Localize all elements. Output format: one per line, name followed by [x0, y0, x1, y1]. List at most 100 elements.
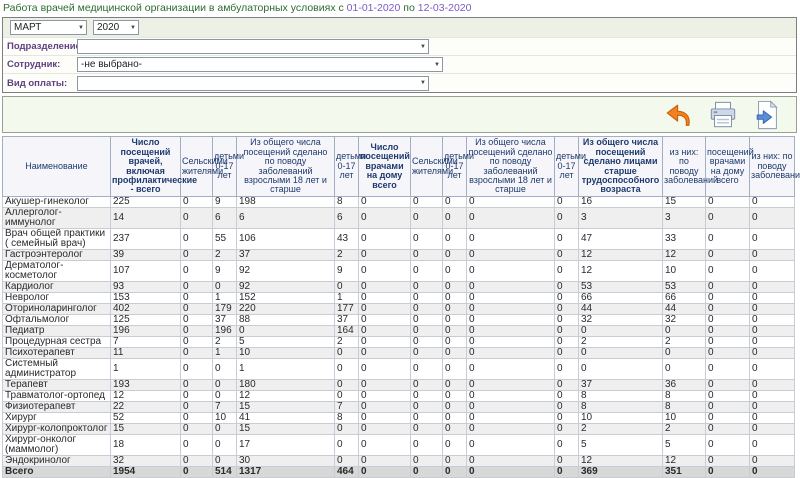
row-name: Офтальмолог: [2, 314, 111, 326]
undo-icon[interactable]: [664, 100, 694, 130]
cell-value: 0: [212, 358, 237, 380]
cell-value: 8: [662, 390, 706, 402]
cell-value: 0: [442, 412, 467, 424]
cell-value: 0: [554, 401, 579, 413]
column-header: Число посещений врачами на дому всего: [358, 136, 411, 197]
month-select[interactable]: МАРТ ▼: [10, 20, 87, 35]
cell-value: 0: [180, 390, 213, 402]
cell-value: 193: [110, 379, 181, 391]
cell-value: 0: [554, 336, 579, 348]
cell-value: 152: [236, 292, 335, 304]
cell-value: 39: [110, 249, 181, 261]
cell-value: 0: [358, 401, 411, 413]
page-title: Работа врачей медицинской организации в …: [0, 0, 800, 16]
cell-value: 0: [358, 390, 411, 402]
cell-value: 0: [180, 401, 213, 413]
period-row: МАРТ ▼ 2020 ▼: [3, 18, 796, 38]
cell-value: 0: [705, 292, 750, 304]
cell-value: 0: [749, 358, 795, 380]
cell-value: 0: [554, 434, 579, 456]
cell-value: 0: [705, 314, 750, 326]
row-name: Хирург: [2, 412, 111, 424]
cell-value: 7: [334, 401, 359, 413]
export-icon[interactable]: [752, 99, 782, 130]
cell-value: 9: [212, 196, 237, 208]
cell-value: 0: [358, 303, 411, 315]
date-separator: по: [403, 2, 415, 14]
department-select[interactable]: ▼: [77, 39, 429, 54]
cell-value: 0: [334, 379, 359, 391]
cell-value: 10: [212, 412, 237, 424]
cell-value: 8: [662, 401, 706, 413]
cell-value: 1: [212, 347, 237, 359]
cell-value: 0: [749, 325, 795, 337]
cell-value: 0: [466, 412, 555, 424]
year-select[interactable]: 2020 ▼: [93, 20, 139, 35]
cell-value: 0: [466, 336, 555, 348]
employee-select[interactable]: -не выбрано- ▼: [77, 57, 443, 72]
cell-value: 0: [410, 325, 443, 337]
cell-value: 53: [662, 281, 706, 293]
cell-value: 0: [442, 292, 467, 304]
cell-value: 0: [466, 325, 555, 337]
row-name: Травматолог-ортопед: [2, 390, 111, 402]
cell-value: 6: [236, 207, 335, 229]
cell-value: 0: [358, 358, 411, 380]
column-header: посещений врачами на дому всего: [705, 136, 754, 197]
row-name: Кардиолог: [2, 281, 111, 293]
column-header: Из общего числа посещений сделано по пов…: [236, 136, 335, 197]
cell-value: 106: [236, 228, 335, 250]
cell-value: 0: [749, 412, 795, 424]
cell-value: 0: [442, 434, 467, 456]
cell-value: 7: [212, 401, 237, 413]
cell-value: 2: [212, 249, 237, 261]
cell-value: 0: [705, 336, 750, 348]
cell-value: 15: [110, 423, 181, 435]
payment-select[interactable]: ▼: [77, 75, 429, 91]
table-row: Психотерапевт 11 0 1 10 0 0 0 0 0 0 0 0 0 0: [2, 347, 795, 359]
cell-value: 66: [662, 292, 706, 304]
cell-value: 17: [236, 434, 335, 456]
cell-value: 92: [236, 281, 335, 293]
cell-value: 153: [110, 292, 181, 304]
table-row: Кардиолог 93 0 0 92 0 0 0 0 0 0 53 53 0 0: [2, 281, 795, 293]
cell-value: 43: [334, 228, 359, 250]
cell-value: 0: [466, 292, 555, 304]
cell-value: 12: [662, 455, 706, 467]
cell-value: 0: [705, 207, 750, 229]
cell-value: 53: [578, 281, 663, 293]
cell-value: 0: [749, 260, 795, 282]
cell-value: 0: [442, 207, 467, 229]
cell-value: 9: [212, 260, 237, 282]
cell-value: 2: [212, 336, 237, 348]
cell-value: 0: [705, 260, 750, 282]
cell-value: 0: [442, 390, 467, 402]
cell-value: 0: [410, 292, 443, 304]
column-header: Число посещений врачей, включая профилак…: [110, 136, 197, 197]
table-row: Хирург-колопроктолог 15 0 0 15 0 0 0 0 0 0 2 2 0 0: [2, 423, 795, 435]
table-row: Акушер-гинеколог 225 0 9 198 8 0 0 0 0 0 16 15 0 0: [2, 196, 795, 208]
cell-value: 0: [442, 325, 467, 337]
cell-value: 0: [749, 466, 795, 478]
column-header: детьми 0-17 лет: [554, 136, 586, 197]
chevron-down-icon: ▼: [420, 43, 426, 50]
cell-value: 52: [110, 412, 181, 424]
cell-value: 0: [466, 249, 555, 261]
cell-value: 0: [180, 434, 213, 456]
cell-value: 44: [662, 303, 706, 315]
cell-value: 0: [410, 249, 443, 261]
cell-value: 88: [236, 314, 335, 326]
cell-value: 0: [749, 249, 795, 261]
row-name: Дерматолог-косметолог: [2, 260, 111, 282]
column-header: детьми 0-17 лет: [334, 136, 366, 197]
cell-value: 220: [236, 303, 335, 315]
cell-value: 0: [410, 401, 443, 413]
print-icon[interactable]: [708, 100, 738, 130]
cell-value: 464: [334, 466, 359, 478]
table-row: Невролог 153 0 1 152 1 0 0 0 0 0 66 66 0 0: [2, 292, 795, 304]
cell-value: 0: [212, 390, 237, 402]
cell-value: 107: [110, 260, 181, 282]
cell-value: 36: [662, 379, 706, 391]
cell-value: 0: [466, 434, 555, 456]
month-select-value: МАРТ: [14, 22, 42, 33]
